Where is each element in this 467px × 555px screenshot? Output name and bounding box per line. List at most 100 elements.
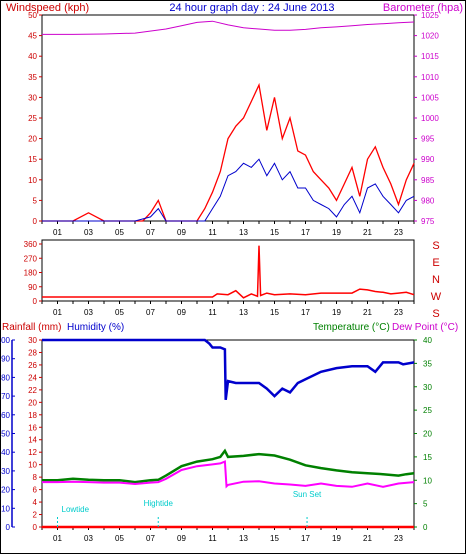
humidity-tick-label: 70 (1, 392, 10, 401)
annotation-label: Sun Set (293, 490, 322, 499)
x-tick-label: 15 (270, 308, 279, 317)
temperature-tick-label: 40 (423, 336, 432, 345)
dewpoint-axis-label: Dew Point (°C) (392, 322, 458, 333)
rainfall-tick-label: 20 (28, 398, 37, 407)
rainfall-tick-label: 6 (33, 486, 38, 495)
humidity-tick-label: 90 (1, 355, 10, 364)
panel-frame (41, 239, 415, 302)
x-tick-label: 01 (53, 228, 62, 237)
y-tick-label: 0 (33, 217, 38, 226)
barometer-axis-label: Barometer (hpa) (383, 2, 463, 14)
y-tick-label: 25 (28, 114, 37, 123)
temperature-tick-label: 15 (423, 453, 432, 462)
rainfall-tick-label: 26 (28, 361, 37, 370)
humidity-tick-label: 100 (0, 336, 11, 345)
rainfall-tick-label: 30 (28, 336, 37, 345)
humidity-line (42, 338, 415, 400)
rainfall-tick-label: 8 (33, 473, 38, 482)
y2-tick-label: 1020 (421, 32, 439, 41)
humidity-tick-label: 20 (1, 486, 10, 495)
x-tick-label: 11 (208, 228, 217, 237)
compass-letter: E (432, 257, 439, 269)
humidity-tick-label: 80 (1, 373, 10, 382)
y-tick-label: 180 (24, 269, 38, 278)
y-tick-label: 5 (33, 196, 38, 205)
y-tick-label: 40 (28, 52, 37, 61)
y-tick-label: 45 (28, 32, 37, 41)
x-tick-label: 19 (332, 228, 341, 237)
x-tick-label: 09 (177, 534, 186, 543)
x-tick-label: 03 (84, 228, 93, 237)
y-tick-label: 50 (28, 11, 37, 20)
rainfall-axis-label: Rainfall (mm) (2, 322, 61, 333)
rainfall-tick-label: 0 (33, 523, 38, 532)
y2-tick-label: 1005 (421, 93, 439, 102)
x-tick-label: 17 (301, 534, 310, 543)
compass-letter: S (432, 308, 439, 320)
rainfall-tick-label: 18 (28, 411, 37, 420)
y-tick-label: 35 (28, 73, 37, 82)
rainfall-tick-label: 22 (28, 386, 37, 395)
temperature-tick-label: 35 (423, 359, 432, 368)
y2-tick-label: 1025 (421, 11, 439, 20)
rainfall-tick-label: 28 (28, 348, 37, 357)
panel-frame (41, 339, 415, 528)
compass-letter: S (432, 240, 439, 252)
humidity-tick-label: 0 (6, 523, 11, 532)
x-tick-label: 23 (394, 534, 403, 543)
x-tick-label: 05 (115, 534, 124, 543)
humidity-tick-label: 60 (1, 411, 10, 420)
x-tick-label: 19 (332, 308, 341, 317)
barometer-line (42, 20, 415, 35)
x-tick-label: 03 (84, 534, 93, 543)
rainfall-tick-label: 12 (28, 448, 37, 457)
x-tick-label: 19 (332, 534, 341, 543)
x-tick-label: 07 (146, 534, 155, 543)
x-tick-label: 23 (394, 228, 403, 237)
x-tick-label: 01 (53, 534, 62, 543)
y-tick-label: 0 (33, 297, 38, 306)
temperature-tick-label: 10 (423, 476, 432, 485)
x-tick-label: 21 (363, 534, 372, 543)
temperature-tick-label: 25 (423, 406, 432, 415)
y-tick-label: 20 (28, 135, 37, 144)
humidity-axis-label: Humidity (%) (67, 322, 124, 333)
y-tick-label: 360 (24, 240, 38, 249)
x-tick-label: 09 (177, 228, 186, 237)
y-tick-label: 90 (28, 283, 37, 292)
temperature-tick-label: 0 (423, 523, 428, 532)
x-tick-label: 01 (53, 308, 62, 317)
annotation-label: Lowtide (62, 505, 90, 514)
x-tick-label: 05 (115, 308, 124, 317)
y-tick-label: 270 (24, 254, 38, 263)
compass-letter: W (431, 291, 442, 303)
x-tick-label: 17 (301, 308, 310, 317)
temperature-tick-label: 5 (423, 500, 428, 509)
temperature-axis-label: Temperature (°C) (313, 322, 390, 333)
x-tick-label: 13 (239, 308, 248, 317)
humidity-tick-label: 50 (1, 430, 10, 439)
humidity-tick-label: 10 (1, 504, 10, 513)
y-tick-label: 30 (28, 93, 37, 102)
temperature-line (42, 448, 415, 484)
wind-barometer-panel: 01 03 05 07 09 11 13 15 17 19 21 230510152025303540… (28, 11, 439, 237)
y2-tick-label: 995 (421, 135, 435, 144)
x-tick-label: 09 (177, 308, 186, 317)
rainfall-tick-label: 24 (28, 373, 37, 382)
temperature-tick-label: 20 (423, 430, 432, 439)
panel-frame (41, 14, 415, 222)
humidity-temperature-panel: 01 03 05 07 09 11 13 15 17 19 21 230102030405060708… (0, 336, 432, 543)
x-tick-label: 23 (394, 308, 403, 317)
x-tick-label: 11 (208, 308, 217, 317)
x-tick-label: 03 (84, 308, 93, 317)
rainfall-tick-label: 4 (33, 498, 38, 507)
x-tick-label: 07 (146, 228, 155, 237)
humidity-tick-label: 30 (1, 467, 10, 476)
humidity-tick-label: 40 (1, 448, 10, 457)
annotation-label: Hightide (144, 499, 174, 508)
x-tick-label: 17 (301, 228, 310, 237)
y2-tick-label: 975 (421, 217, 435, 226)
y-tick-label: 15 (28, 155, 37, 164)
